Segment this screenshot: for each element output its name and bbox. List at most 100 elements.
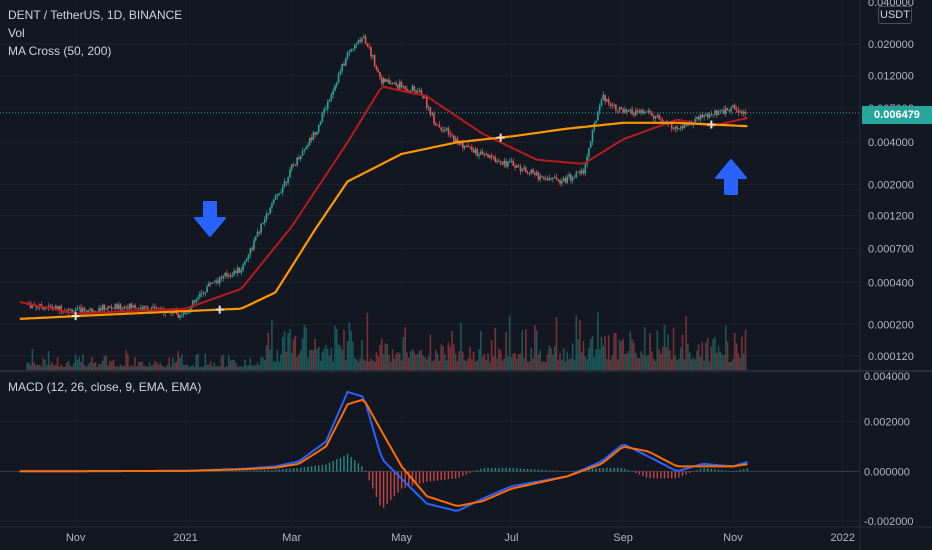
candle-body xyxy=(44,308,46,310)
candle-body xyxy=(298,157,300,159)
currency-badge[interactable]: USDT xyxy=(878,6,912,24)
macd-histogram-bar xyxy=(350,457,352,472)
candle-body xyxy=(561,180,563,184)
volume-bar xyxy=(613,333,615,370)
candle-body xyxy=(229,275,232,277)
candle-body xyxy=(539,176,542,180)
candle-body xyxy=(184,312,187,314)
volume-bar xyxy=(492,356,495,370)
volume-bar xyxy=(157,364,160,370)
volume-bar xyxy=(681,334,684,370)
candle-body xyxy=(442,129,444,132)
volume-bar xyxy=(85,366,88,370)
macd-histogram-bar xyxy=(588,469,590,472)
volume-bar xyxy=(611,355,614,370)
volume-bar xyxy=(244,359,246,370)
candle-body xyxy=(181,314,183,316)
candle-body xyxy=(611,104,614,106)
macd-indicator-label[interactable]: MACD (12, 26, close, 9, EMA, EMA) xyxy=(8,380,202,394)
volume-bar xyxy=(141,361,144,370)
candle-body xyxy=(701,114,704,118)
candle-body xyxy=(82,308,84,314)
volume-bar xyxy=(110,361,113,370)
volume-bar xyxy=(505,331,507,370)
candle-body xyxy=(577,171,579,173)
volume-bar xyxy=(274,361,277,370)
candle-body xyxy=(245,258,248,262)
candle-body xyxy=(726,108,729,111)
volume-bar xyxy=(548,345,551,370)
volume-bar xyxy=(182,364,185,370)
candle-body xyxy=(568,174,570,177)
candle-body xyxy=(366,43,369,47)
macd-histogram-bar xyxy=(444,471,446,480)
vol-indicator-label[interactable]: Vol xyxy=(8,26,25,40)
volume-bar xyxy=(74,354,77,370)
price-pane[interactable] xyxy=(0,33,860,321)
candle-body xyxy=(652,115,655,119)
volume-bar xyxy=(591,336,594,370)
ma-cross-indicator-label[interactable]: MA Cross (50, 200) xyxy=(8,44,112,58)
candle-body xyxy=(732,105,734,108)
volume-bar xyxy=(49,364,52,370)
macd-histogram-bar xyxy=(328,462,331,472)
volume-bar xyxy=(557,360,560,370)
volume-bar xyxy=(598,349,601,370)
volume-bar xyxy=(193,366,196,370)
candle-body xyxy=(678,128,680,130)
candle-body xyxy=(654,116,657,119)
macd-histogram-bar xyxy=(620,467,622,472)
candle-body xyxy=(582,170,585,174)
macd-histogram-bar xyxy=(534,469,536,472)
volume-bar xyxy=(116,366,118,370)
volume-bar xyxy=(82,354,84,370)
volume-bar xyxy=(307,357,309,370)
macd-histogram-bar xyxy=(336,459,338,472)
candle-body xyxy=(85,310,88,313)
candle-body xyxy=(145,305,147,307)
time-tick-label: Nov xyxy=(723,532,743,544)
volume-bar xyxy=(728,361,731,370)
candle-body xyxy=(47,305,50,308)
volume-bar xyxy=(521,330,524,370)
volume-bar xyxy=(209,361,212,370)
volume-bar xyxy=(29,364,32,370)
macd-histogram-bar xyxy=(274,469,277,472)
volume-bar xyxy=(319,360,322,370)
macd-histogram-bar xyxy=(397,471,399,493)
candle-body xyxy=(685,124,687,126)
volume-bar xyxy=(137,361,140,370)
candle-body xyxy=(80,307,82,314)
candle-body xyxy=(546,178,549,181)
volume-bar xyxy=(245,365,248,370)
time-tick-label: 2021 xyxy=(173,532,197,544)
candle-body xyxy=(256,231,259,237)
volume-bar xyxy=(462,351,464,370)
candle-body xyxy=(393,82,396,84)
candle-body xyxy=(116,304,118,309)
volume-bar xyxy=(739,357,741,370)
macd-histogram-bar xyxy=(465,471,468,475)
volume-bar xyxy=(344,360,347,370)
volume-bar xyxy=(87,364,90,370)
volume-bar xyxy=(467,358,470,370)
candle-body xyxy=(296,157,298,166)
volume-bar xyxy=(100,364,102,370)
volume-bar xyxy=(78,356,81,370)
volume-bar xyxy=(723,355,725,370)
macd-histogram-bar xyxy=(602,467,604,472)
macd-histogram-bar xyxy=(256,470,259,472)
volume-bar xyxy=(699,356,702,370)
macd-histogram-bar xyxy=(220,470,223,472)
macd-pane[interactable] xyxy=(0,390,860,512)
candle-body xyxy=(321,113,324,122)
symbol-title[interactable]: DENT / TetherUS, 1D, BINANCE xyxy=(8,8,183,22)
volume-bar xyxy=(669,350,671,370)
candle-body xyxy=(148,310,151,313)
volume-bar xyxy=(172,358,174,370)
candle-body xyxy=(244,261,246,265)
volume-bar xyxy=(305,327,307,370)
candle-body xyxy=(645,111,648,113)
price-tick-label: 0.004000 xyxy=(868,137,914,149)
